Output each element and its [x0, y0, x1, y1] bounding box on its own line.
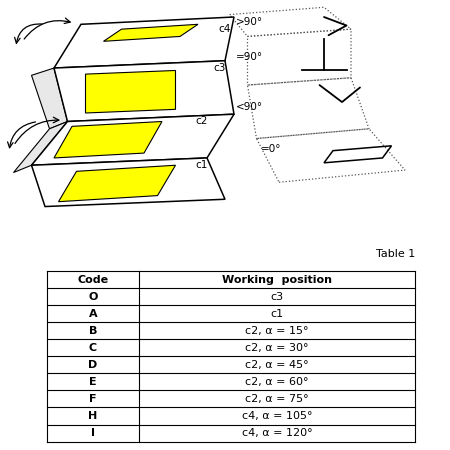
- Text: c1: c1: [196, 160, 208, 170]
- Text: C: C: [89, 343, 97, 353]
- Text: A: A: [89, 309, 97, 319]
- Text: F: F: [89, 394, 97, 404]
- Text: H: H: [88, 411, 98, 421]
- Text: =0°: =0°: [261, 144, 282, 154]
- Polygon shape: [86, 71, 176, 113]
- Polygon shape: [104, 24, 198, 41]
- Text: c2, α = 60°: c2, α = 60°: [245, 377, 309, 387]
- Text: Code: Code: [77, 275, 108, 285]
- Text: c4, α = 105°: c4, α = 105°: [242, 411, 312, 421]
- Text: c2: c2: [196, 117, 208, 126]
- Text: Table 1: Table 1: [376, 249, 415, 259]
- Polygon shape: [54, 17, 234, 68]
- Text: c3: c3: [214, 63, 226, 73]
- Text: c2, α = 30°: c2, α = 30°: [245, 343, 309, 353]
- Polygon shape: [32, 114, 234, 165]
- Polygon shape: [32, 68, 68, 129]
- Text: c4: c4: [218, 24, 230, 34]
- Text: B: B: [89, 326, 97, 336]
- Text: >90°: >90°: [236, 17, 263, 27]
- Text: O: O: [88, 292, 98, 302]
- Polygon shape: [32, 158, 225, 207]
- Polygon shape: [54, 122, 162, 158]
- Polygon shape: [58, 165, 176, 202]
- Text: Working  position: Working position: [222, 275, 332, 285]
- Text: c2, α = 15°: c2, α = 15°: [245, 326, 309, 336]
- Text: c3: c3: [270, 292, 284, 302]
- Text: c1: c1: [270, 309, 284, 319]
- Polygon shape: [54, 61, 234, 122]
- Text: c2, α = 45°: c2, α = 45°: [245, 360, 309, 370]
- Polygon shape: [14, 122, 68, 172]
- Text: c2, α = 75°: c2, α = 75°: [245, 394, 309, 404]
- Text: c4, α = 120°: c4, α = 120°: [242, 428, 312, 438]
- Text: I: I: [91, 428, 95, 438]
- Text: D: D: [88, 360, 98, 370]
- Text: =90°: =90°: [236, 52, 263, 62]
- Text: <90°: <90°: [236, 102, 263, 112]
- Text: E: E: [89, 377, 97, 387]
